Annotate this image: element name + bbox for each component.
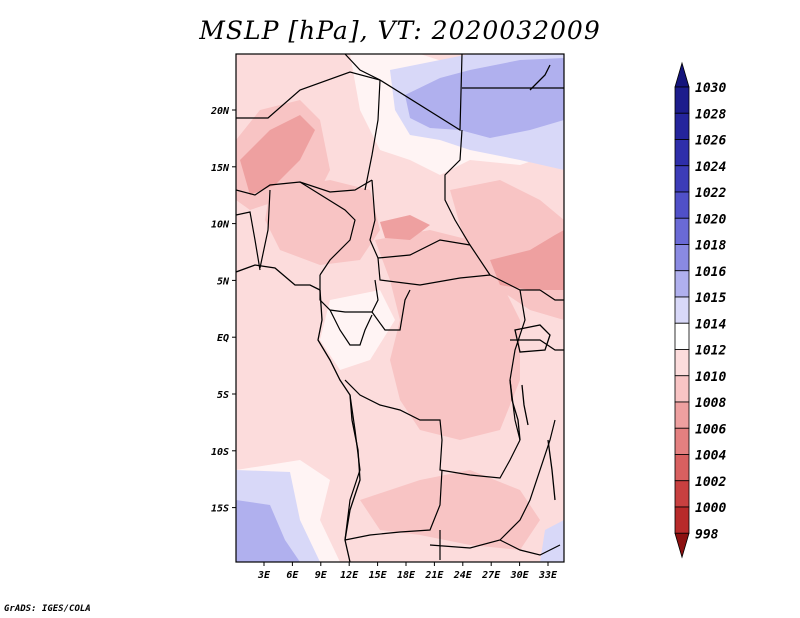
colorbar-label: 1030 [695,81,726,96]
colorbar-label: 1024 [695,160,726,175]
colorbar-label: 1028 [695,107,726,122]
latitude-axis: 20N 15N 10N 5N EQ 5S 10S 15S [210,106,236,515]
colorbar-swatch [674,296,690,324]
grads-credit: GrADS: IGES/COLA [4,604,91,614]
colorbar-swatch [674,480,690,508]
lat-tick-label: 5S [217,390,229,401]
colorbar-top-arrow [674,61,690,88]
colorbar-swatch [674,139,690,167]
colorbar-label: 1014 [695,317,726,332]
colorbar-label: 998 [695,527,719,542]
colorbar-swatch [674,270,690,298]
field-1010-south [360,470,540,550]
lon-tick-label: 30E [510,570,530,581]
field-1010-congo [375,230,520,440]
colorbar-swatch [674,349,690,377]
border-nigeria [259,181,356,276]
colorbar-bottom-arrow [674,532,690,559]
colorbar-swatch [674,86,690,114]
coast-central-west [317,289,361,562]
colorbar-label: 1010 [695,370,726,385]
coast-lake-malawi [547,439,556,501]
colorbar-label: 1018 [695,239,726,254]
lon-tick-label: 18E [397,570,416,581]
lon-tick-label: 9E [315,570,328,581]
colorbar-swatch [674,112,690,140]
field-1008-chad [380,215,430,240]
lon-tick-label: 6E [286,570,299,581]
lon-tick-label: 33E [538,570,558,581]
colorbar-swatch [674,427,690,455]
coastlines [236,64,556,562]
colorbar-swatch [674,454,690,482]
colorbar-swatch [674,165,690,193]
field-1016-southwest [236,500,300,562]
colorbar-swatch [674,506,690,534]
colorbar-swatch [674,322,690,350]
longitude-axis: 3E 6E 9E 12E 15E 18E 21E 24E 27E 30E 33E [257,562,558,581]
field-1014-central [320,290,395,370]
field-1016-north [405,58,564,138]
border-drc-south [344,379,521,479]
coast-red-sea [529,64,551,91]
lat-tick-label: 15N [211,163,230,174]
border-angola [344,394,443,541]
colorbar-swatch [674,401,690,429]
border-east [509,289,564,441]
lat-tick-label: EQ [217,333,229,344]
border-south-east [499,539,561,556]
lon-tick-label: 15E [369,570,388,581]
map-title: MSLP [hPa], VT: 2020032009 [199,16,601,45]
colorbar-label: 1015 [695,291,726,306]
pressure-field [236,54,564,562]
map-frame [235,53,565,563]
border-north [236,54,463,132]
lon-tick-label: 27E [481,570,501,581]
lon-tick-label: 24E [453,570,473,581]
border-gabon [329,309,373,346]
colorbar-swatch [674,244,690,272]
field-1008-sahel [240,115,315,195]
colorbar-label: 1000 [695,501,726,516]
lat-tick-label: 15S [211,504,229,515]
colorbar-swatch [674,375,690,403]
colorbar-label: 1026 [695,134,726,149]
border-sahara [344,54,381,191]
lon-tick-label: 3E [257,570,271,581]
lon-tick-label: 12E [340,570,359,581]
colorbar-label: 1002 [695,475,726,490]
lat-tick-label: 10S [211,447,229,458]
colorbar-swatch [674,191,690,219]
colorbar-label: 1004 [695,449,726,464]
colorbar: 1030 1028 1026 1024 1022 1020 1018 1016 1015 1014… [674,61,726,559]
country-borders [236,54,564,560]
lat-tick-label: 5N [217,276,230,287]
colorbar-label: 1020 [695,212,726,227]
border-east-lakes [510,339,564,351]
colorbar-label: 1006 [695,422,726,437]
colorbar-swatch [674,217,690,245]
lat-tick-label: 10N [211,220,230,231]
coast-lake-tanganyika [509,379,529,441]
coast-lake-victoria [514,324,551,353]
coast-gulf-of-guinea [236,264,321,291]
border-congo [371,289,411,331]
colorbar-label: 1022 [695,186,726,201]
border-cameroon [319,275,379,313]
border-west-coast [236,211,261,271]
colorbar-label: 1012 [695,344,726,359]
lon-tick-label: 21E [424,570,444,581]
colorbar-label: 1016 [695,265,726,280]
field-1008-east [490,230,564,290]
lat-tick-label: 20N [210,106,230,117]
colorbar-label: 1008 [695,396,726,411]
field-1010-nigeria [265,180,380,265]
